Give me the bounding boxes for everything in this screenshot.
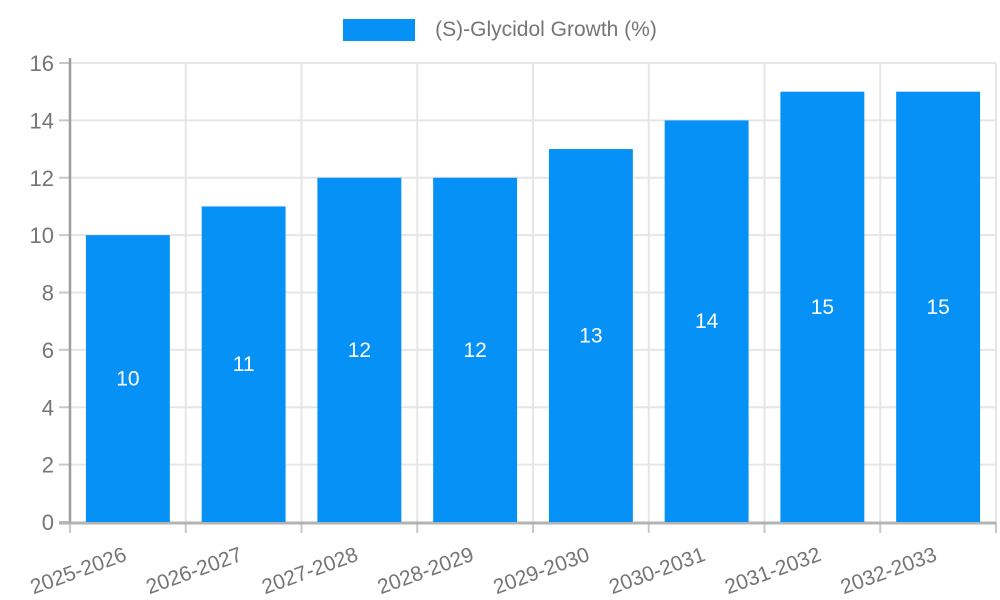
bar[interactable] [664,120,749,522]
y-tick-label: 0 [42,510,54,535]
x-tick-label: 2025-2026 [27,543,129,599]
bar-value-label: 12 [348,339,371,362]
x-tick-label: 2026-2027 [143,543,245,599]
y-tick-label: 14 [30,108,54,133]
bar[interactable] [548,149,633,522]
bar[interactable] [317,177,402,522]
bar[interactable] [780,91,865,522]
bar-value-label: 11 [233,353,255,376]
x-tick-label: 2029-2030 [490,543,592,599]
bar-value-label: 10 [116,368,139,391]
bar-value-label: 15 [811,296,834,319]
bar-value-label: 15 [926,296,949,319]
chart-legend: (S)-Glycidol Growth (%) [0,18,1000,42]
bar-value-label: 13 [579,325,602,348]
y-tick-label: 4 [42,395,54,420]
y-tick-label: 6 [42,338,54,363]
bar[interactable] [201,206,286,522]
bar-value-label: 14 [695,310,719,333]
y-tick-label: 10 [30,223,54,248]
bar[interactable] [896,91,981,522]
x-tick-label: 2031-2032 [722,543,824,599]
x-tick-label: 2028-2029 [375,543,477,599]
x-tick-label: 2027-2028 [259,543,361,599]
legend-item[interactable]: (S)-Glycidol Growth (%) [343,18,657,42]
bar[interactable] [433,177,518,522]
legend-swatch [343,19,416,41]
y-tick-label: 16 [30,51,54,76]
x-tick-label: 2030-2031 [606,543,708,599]
legend-label: (S)-Glycidol Growth (%) [435,18,657,41]
y-tick-label: 8 [42,281,54,306]
x-tick-label: 2032-2033 [838,543,940,599]
bar-value-label: 12 [463,339,486,362]
bar[interactable] [85,235,170,522]
y-tick-label: 2 [42,453,54,478]
y-tick-label: 12 [30,166,54,191]
